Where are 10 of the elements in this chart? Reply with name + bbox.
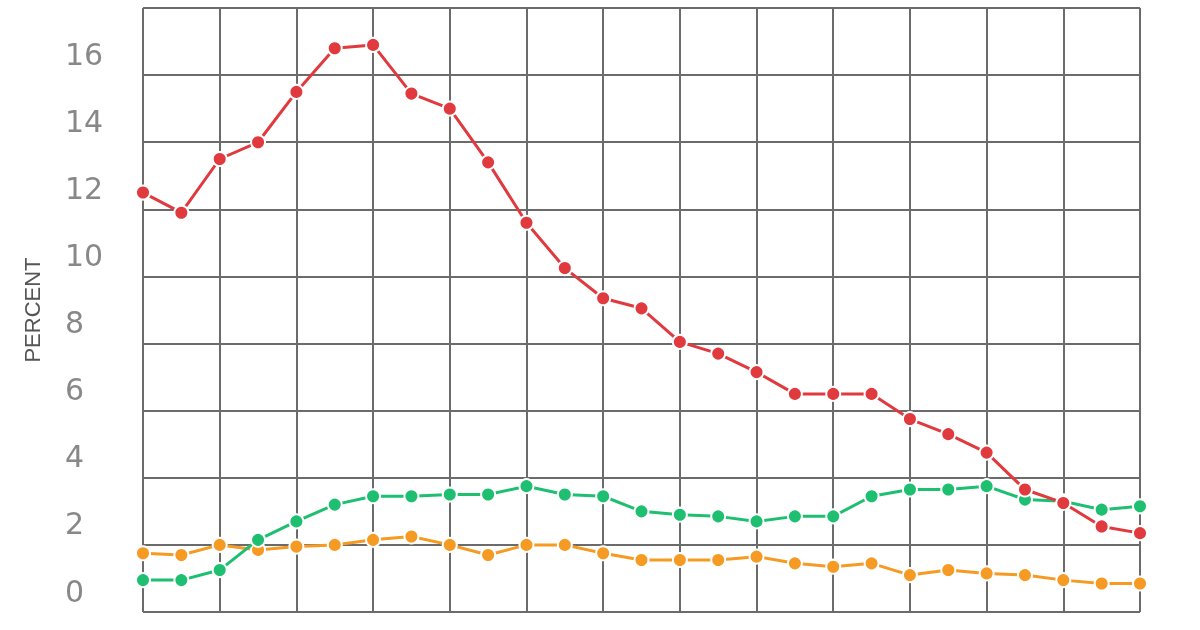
y-tick-label: 6 [65,372,85,408]
y-tick-label: 16 [65,36,104,72]
y-tick-label: 2 [65,506,85,542]
y-tick-label: 4 [65,439,85,475]
y-tick-label: 10 [65,237,104,273]
y-tick-label: 8 [65,305,85,341]
y-tick-label: 12 [65,170,104,206]
y-tick-label: 14 [65,103,104,139]
y-axis-title: PERCENT [19,257,45,363]
y-tick-label: 0 [65,573,85,609]
